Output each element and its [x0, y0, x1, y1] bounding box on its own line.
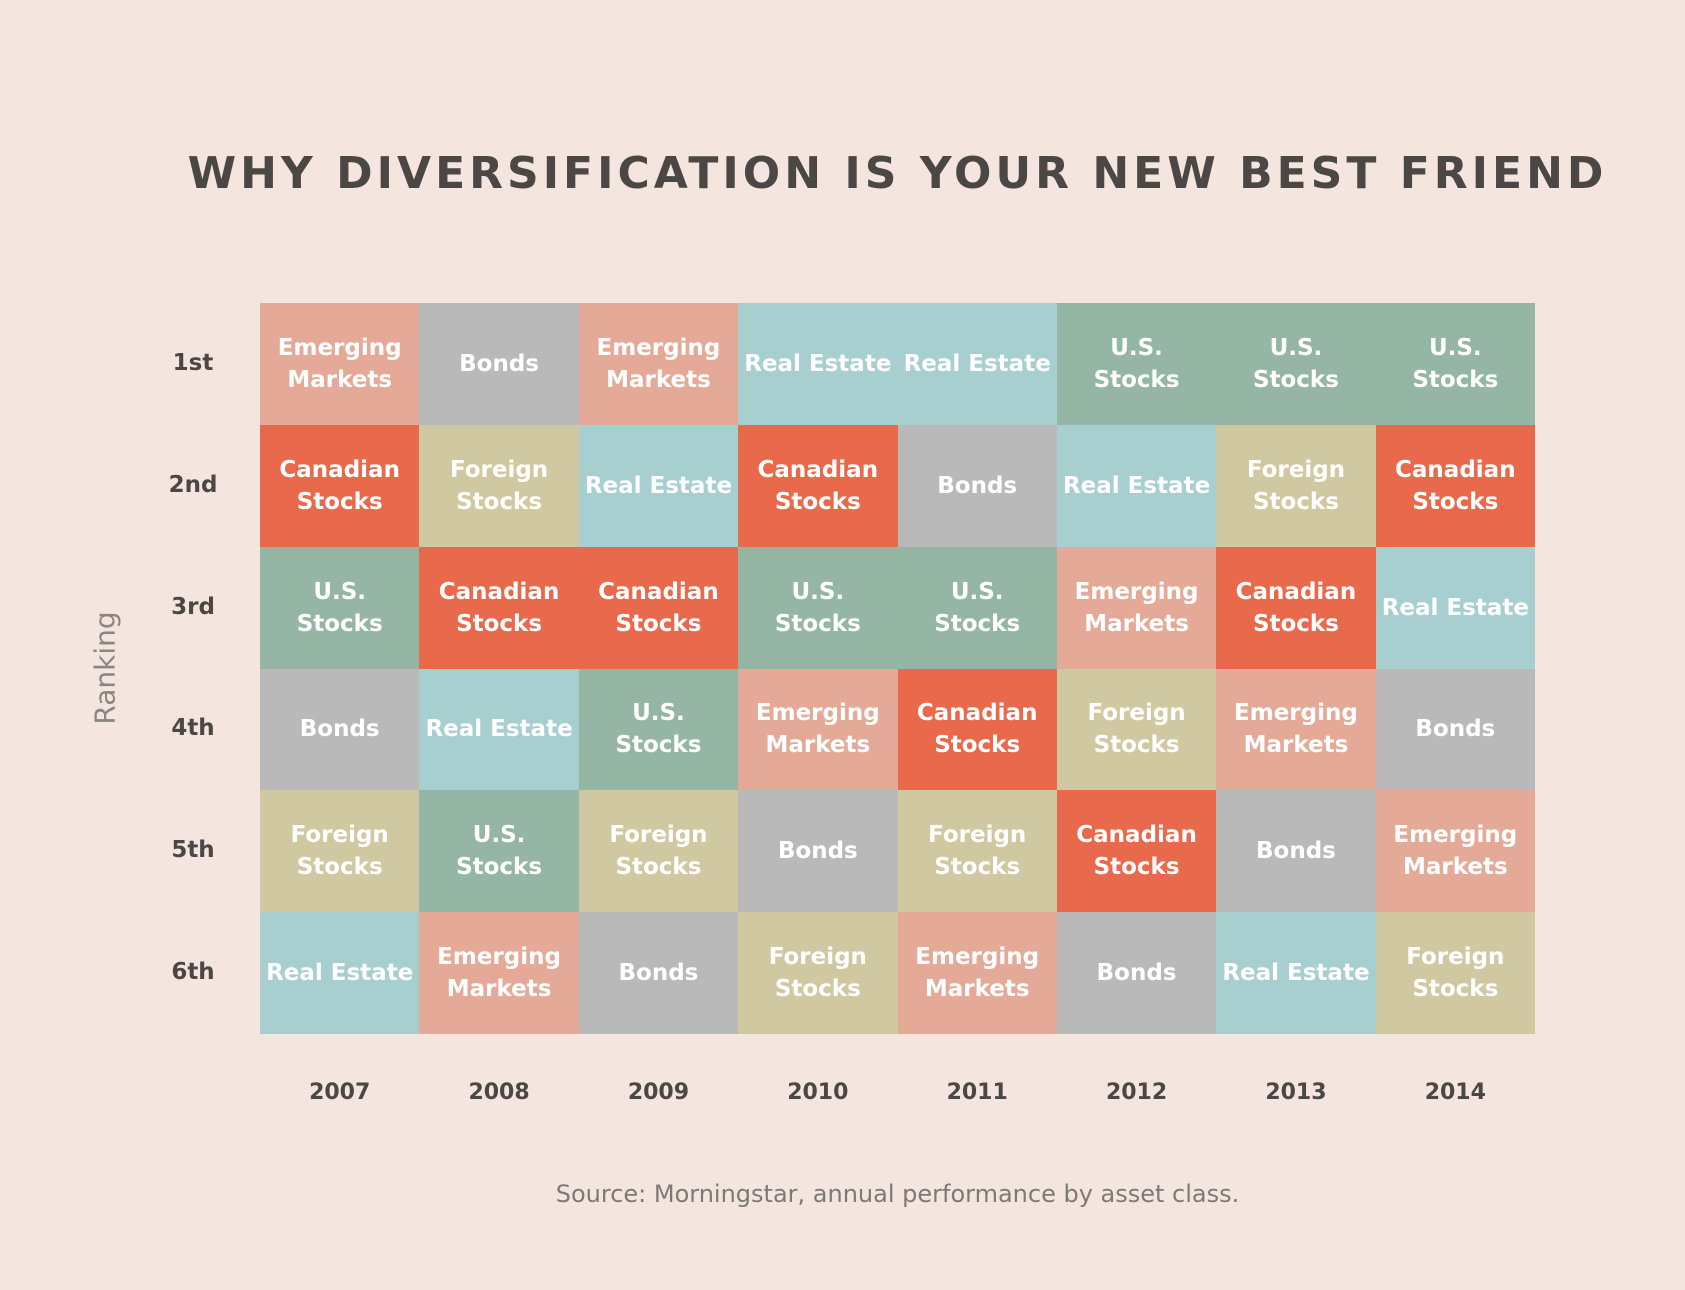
cell-real-estate-2010-1st: Real Estate	[738, 303, 898, 425]
cell-emerging-markets-2011-6th: Emerging Markets	[897, 912, 1057, 1034]
year-label-2012: 2012	[1105, 1080, 1168, 1105]
cell-canadian-stocks-2011-4th: Canadian Stocks	[897, 668, 1057, 791]
cell-foreign-stocks-2008-2nd: Foreign Stocks	[419, 424, 579, 547]
source-note: Source: Morningstar, annual performance …	[555, 1180, 1240, 1208]
row-label-3rd: 3rd	[171, 593, 215, 620]
cell-canadian-stocks-2010-2nd: Canadian Stocks	[738, 424, 898, 547]
cell-real-estate-2007-6th: Real Estate	[260, 912, 420, 1034]
cell-canadian-stocks-2009-3rd: Canadian Stocks	[578, 546, 739, 669]
row-label-2nd: 2nd	[168, 471, 218, 498]
cell-canadian-stocks-2007-2nd: Canadian Stocks	[260, 424, 420, 547]
cell-emerging-markets-2008-6th: Emerging Markets	[419, 912, 579, 1034]
cell-bonds-2011-2nd: Bonds	[897, 424, 1057, 547]
year-label-2013: 2013	[1265, 1080, 1327, 1105]
cell-real-estate-2008-4th: Real Estate	[419, 668, 579, 791]
cell-bonds-2009-6th: Bonds	[578, 912, 739, 1034]
cell-u-s-stocks-2014-1st: U.S. Stocks	[1375, 303, 1535, 425]
chart-title: WHY DIVERSIFICATION IS YOUR NEW BEST FRI…	[187, 148, 1608, 199]
row-label-6th: 6th	[171, 959, 215, 986]
cell-emerging-markets-2013-4th: Emerging Markets	[1216, 668, 1376, 791]
cell-bonds-2007-4th: Bonds	[260, 668, 420, 791]
cell-real-estate-2009-2nd: Real Estate	[578, 424, 739, 547]
row-label-5th: 5th	[171, 837, 215, 864]
cell-bonds-2013-5th: Bonds	[1216, 790, 1376, 913]
cell-bonds-2008-1st: Bonds	[419, 303, 579, 425]
cell-foreign-stocks-2011-5th: Foreign Stocks	[897, 790, 1057, 913]
row-label-4th: 4th	[171, 715, 215, 742]
cell-real-estate-2014-3rd: Real Estate	[1375, 546, 1535, 669]
cell-canadian-stocks-2013-3rd: Canadian Stocks	[1216, 546, 1376, 669]
cell-foreign-stocks-2013-2nd: Foreign Stocks	[1216, 424, 1376, 547]
year-label-2014: 2014	[1424, 1080, 1486, 1105]
cell-real-estate-2012-2nd: Real Estate	[1056, 424, 1217, 547]
cell-emerging-markets-2007-1st: Emerging Markets	[260, 303, 420, 425]
year-label-2011: 2011	[946, 1080, 1008, 1105]
cell-emerging-markets-2014-5th: Emerging Markets	[1375, 790, 1535, 913]
cell-foreign-stocks-2007-5th: Foreign Stocks	[260, 790, 420, 913]
cell-u-s-stocks-2010-3rd: U.S. Stocks	[738, 546, 898, 669]
year-label-2008: 2008	[468, 1080, 530, 1105]
year-label-2010: 2010	[787, 1080, 849, 1105]
year-label-2007: 2007	[309, 1080, 371, 1105]
cell-canadian-stocks-2008-3rd: Canadian Stocks	[419, 546, 579, 669]
y-axis-label: Ranking	[88, 611, 122, 725]
cell-canadian-stocks-2012-5th: Canadian Stocks	[1056, 790, 1217, 913]
row-label-1st: 1st	[172, 349, 214, 376]
cell-u-s-stocks-2011-3rd: U.S. Stocks	[897, 546, 1057, 669]
cell-foreign-stocks-2009-5th: Foreign Stocks	[578, 790, 739, 913]
cell-real-estate-2011-1st: Real Estate	[897, 303, 1057, 425]
ranking-grid: Emerging Markets Bonds Emerging Markets Rea…	[260, 303, 1535, 1034]
cell-u-s-stocks-2008-5th: U.S. Stocks	[419, 790, 579, 913]
cell-foreign-stocks-2012-4th: Foreign Stocks	[1056, 668, 1217, 791]
cell-u-s-stocks-2013-1st: U.S. Stocks	[1216, 303, 1376, 425]
cell-foreign-stocks-2010-6th: Foreign Stocks	[738, 912, 898, 1034]
cell-emerging-markets-2009-1st: Emerging Markets	[578, 303, 739, 425]
cell-canadian-stocks-2014-2nd: Canadian Stocks	[1375, 424, 1535, 547]
cell-bonds-2014-4th: Bonds	[1375, 668, 1535, 791]
year-label-2009: 2009	[627, 1080, 690, 1105]
cell-bonds-2010-5th: Bonds	[738, 790, 898, 913]
cell-real-estate-2013-6th: Real Estate	[1216, 912, 1376, 1034]
cell-u-s-stocks-2007-3rd: U.S. Stocks	[260, 546, 420, 669]
cell-u-s-stocks-2009-4th: U.S. Stocks	[578, 668, 739, 791]
cell-emerging-markets-2012-3rd: Emerging Markets	[1056, 546, 1217, 669]
cell-foreign-stocks-2014-6th: Foreign Stocks	[1375, 912, 1535, 1034]
cell-u-s-stocks-2012-1st: U.S. Stocks	[1056, 303, 1217, 425]
cell-emerging-markets-2010-4th: Emerging Markets	[738, 668, 898, 791]
cell-bonds-2012-6th: Bonds	[1056, 912, 1217, 1034]
